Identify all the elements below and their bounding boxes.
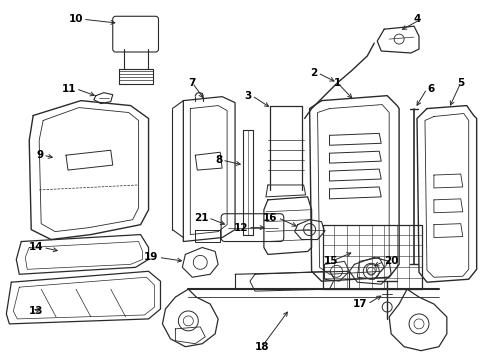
Text: 2: 2 (310, 68, 317, 78)
Text: 14: 14 (28, 243, 43, 252)
Text: 20: 20 (384, 256, 398, 266)
Text: 12: 12 (233, 222, 247, 233)
Text: 1: 1 (333, 78, 341, 88)
Text: 10: 10 (68, 14, 83, 24)
Text: 9: 9 (36, 150, 43, 160)
Text: 15: 15 (324, 256, 338, 266)
Text: 5: 5 (456, 78, 464, 88)
Text: 18: 18 (254, 342, 268, 352)
Text: 16: 16 (263, 213, 277, 223)
Text: 19: 19 (144, 252, 158, 262)
Text: 13: 13 (29, 306, 43, 316)
Text: 17: 17 (352, 299, 366, 309)
Text: 8: 8 (214, 155, 222, 165)
Text: 4: 4 (413, 14, 420, 24)
Text: 7: 7 (188, 78, 196, 88)
Text: 6: 6 (426, 84, 433, 94)
Text: 3: 3 (244, 91, 251, 101)
Text: 11: 11 (61, 84, 76, 94)
Text: 21: 21 (193, 213, 208, 223)
